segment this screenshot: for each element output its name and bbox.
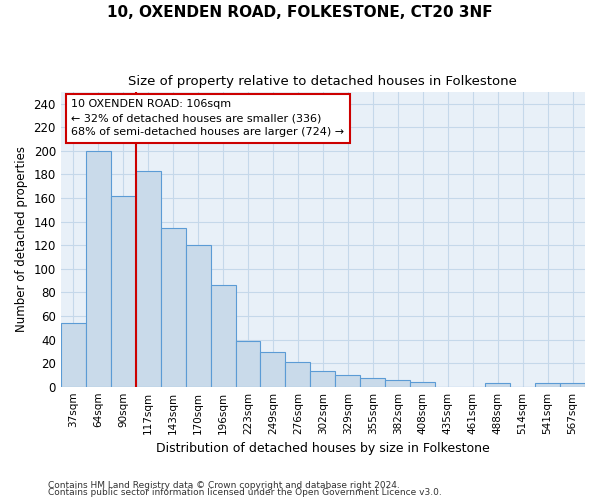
Bar (61, 323, 86, 386)
Bar (260, 352, 286, 386)
Bar (136, 171, 161, 386)
Bar (236, 340, 260, 386)
Bar (161, 228, 185, 386)
Bar (361, 378, 385, 386)
Title: Size of property relative to detached houses in Folkestone: Size of property relative to detached ho… (128, 75, 517, 88)
Text: 10 OXENDEN ROAD: 106sqm
← 32% of detached houses are smaller (336)
68% of semi-d: 10 OXENDEN ROAD: 106sqm ← 32% of detache… (71, 100, 344, 138)
Bar (111, 196, 136, 386)
X-axis label: Distribution of detached houses by size in Folkestone: Distribution of detached houses by size … (156, 442, 490, 455)
Bar (335, 375, 361, 386)
Bar (310, 372, 335, 386)
Text: Contains HM Land Registry data © Crown copyright and database right 2024.: Contains HM Land Registry data © Crown c… (48, 480, 400, 490)
Bar (185, 245, 211, 386)
Bar (560, 383, 585, 386)
Bar (211, 286, 236, 386)
Bar (535, 383, 560, 386)
Text: 10, OXENDEN ROAD, FOLKESTONE, CT20 3NF: 10, OXENDEN ROAD, FOLKESTONE, CT20 3NF (107, 5, 493, 20)
Bar (410, 382, 435, 386)
Bar (86, 151, 111, 386)
Y-axis label: Number of detached properties: Number of detached properties (15, 146, 28, 332)
Bar (286, 362, 310, 386)
Bar (485, 383, 510, 386)
Text: Contains public sector information licensed under the Open Government Licence v3: Contains public sector information licen… (48, 488, 442, 497)
Bar (385, 380, 410, 386)
